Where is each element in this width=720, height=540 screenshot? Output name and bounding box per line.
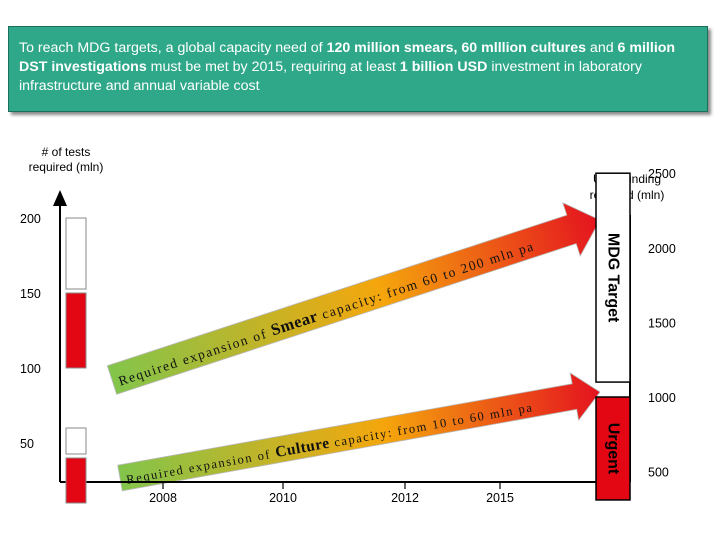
smear-arrow: Required expansion of Smear capacity: fr… bbox=[106, 201, 601, 395]
left-axis-arrowhead-icon bbox=[53, 190, 67, 206]
target-label-mdg: MDG Target bbox=[605, 233, 622, 323]
culture-bar-remaining bbox=[65, 427, 87, 455]
right-tick-label: 1500 bbox=[648, 316, 676, 330]
target-boxes: MDG Target Urgent bbox=[595, 172, 631, 501]
banner-text-4: investment in laboratory infrastructure … bbox=[19, 59, 642, 94]
smear-arrow-label-part-2: capacity: from 60 to 200 mln pa bbox=[315, 238, 536, 323]
headline-banner: To reach MDG targets, a global capacity … bbox=[8, 26, 708, 112]
target-box-urgent bbox=[595, 396, 631, 501]
banner-bold-2: 6 million DST investigations bbox=[19, 40, 676, 75]
smear-arrow-shape bbox=[106, 201, 601, 395]
smear-bar-current bbox=[65, 292, 87, 369]
left-tick-label: 150 bbox=[20, 287, 41, 301]
smear-bar-remaining bbox=[65, 217, 87, 290]
right-tick-label: 500 bbox=[648, 466, 669, 480]
culture-arrow-label: Required expansion of Culture capacity: … bbox=[125, 398, 535, 488]
x-tick-label: 2008 bbox=[149, 491, 177, 505]
x-tick-label: 2015 bbox=[486, 491, 514, 505]
left-tick-label: 200 bbox=[20, 212, 41, 226]
culture-arrow-shape bbox=[117, 372, 601, 492]
left-axis-label: # of tests required (mln) bbox=[28, 145, 104, 174]
banner-bold-1: 120 million smears, 60 mlllion cultures bbox=[326, 40, 586, 56]
capacity-bars bbox=[65, 217, 87, 504]
banner-text-1: To reach MDG targets, a global capacity … bbox=[19, 40, 327, 56]
target-box-mdg bbox=[595, 172, 631, 383]
axis-ticks: 200 150 100 50 2500 2000 1500 1000 500 2008 2010 20… bbox=[20, 167, 676, 505]
right-tick-label: 1000 bbox=[648, 391, 676, 405]
banner-text-3: must be met by 2015, requiring at least bbox=[146, 59, 400, 75]
right-tick-label: 2500 bbox=[648, 167, 676, 181]
smear-arrow-label: Required expansion of Smear capacity: fr… bbox=[116, 235, 537, 389]
banner-bold-3: 1 billion USD bbox=[399, 59, 488, 75]
right-tick-label: 2000 bbox=[648, 242, 676, 256]
x-tick-label: 2010 bbox=[269, 491, 297, 505]
banner-text-2: and bbox=[585, 40, 618, 56]
left-tick-label: 100 bbox=[20, 362, 41, 376]
culture-bar-current bbox=[65, 457, 87, 504]
left-tick-label: 50 bbox=[20, 437, 34, 451]
target-label-urgent: Urgent bbox=[605, 423, 622, 475]
x-tick-label: 2012 bbox=[391, 491, 419, 505]
expansion-arrows: Required expansion of Smear capacity: fr… bbox=[106, 201, 601, 492]
